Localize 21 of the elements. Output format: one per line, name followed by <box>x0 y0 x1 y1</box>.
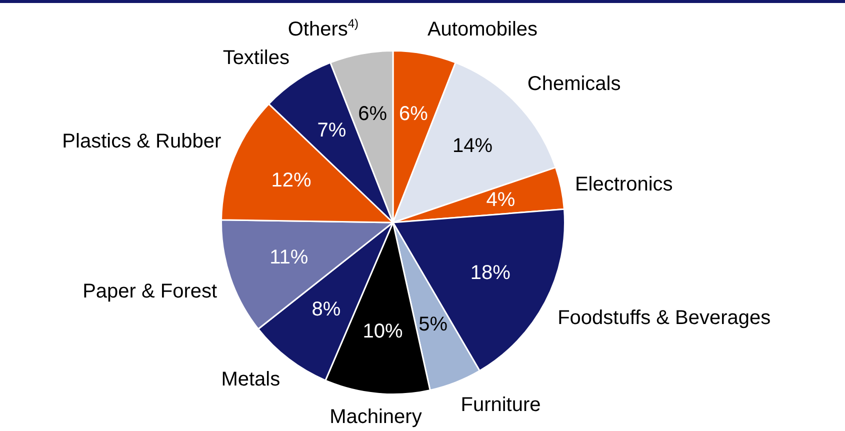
data-label: 10% <box>362 320 403 342</box>
slice-label: Foodstuffs & Beverages <box>558 307 771 330</box>
slice-label: Plastics & Rubber <box>62 130 222 153</box>
data-label: 14% <box>452 135 493 158</box>
slice-label: Textiles <box>222 46 290 69</box>
slice-label: Chemicals <box>527 72 621 95</box>
slice-label: Paper & Forest <box>82 280 218 303</box>
data-label: 6% <box>398 103 428 126</box>
data-label: 12% <box>271 169 312 192</box>
data-label: 8% <box>312 298 341 320</box>
slice-label: Electronics <box>574 174 673 196</box>
slice-label: Machinery <box>330 406 422 428</box>
data-label: 5% <box>418 313 448 336</box>
data-label: 4% <box>486 188 516 211</box>
data-label: 7% <box>317 120 346 142</box>
slice-label: Furniture <box>460 394 541 416</box>
data-label: 18% <box>470 262 511 284</box>
data-label: 11% <box>270 246 308 268</box>
slice-label: Automobiles <box>427 18 538 40</box>
slice-label: Metals <box>221 368 280 391</box>
data-label: 6% <box>358 103 388 126</box>
